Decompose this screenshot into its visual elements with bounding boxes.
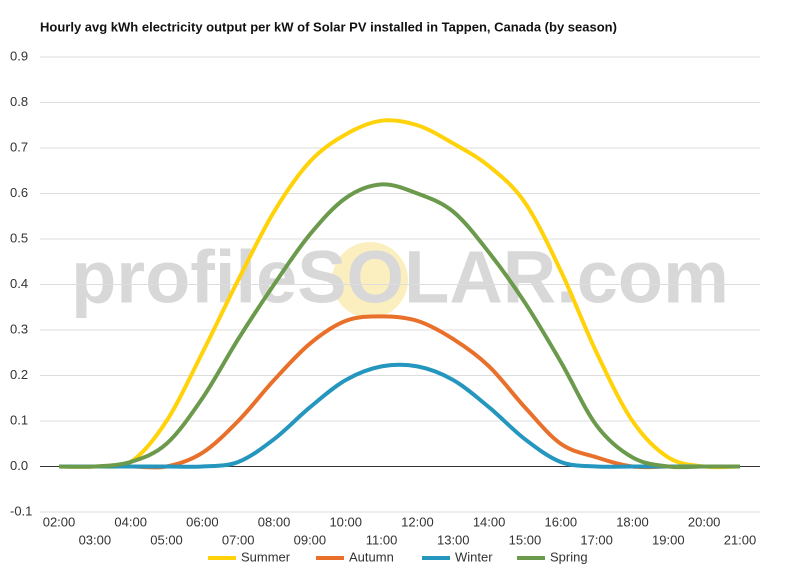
series-line — [59, 362, 740, 469]
legend-label: Summer — [241, 549, 291, 564]
x-tick-label: 13:00 — [437, 532, 470, 547]
x-tick-label: 20:00 — [688, 514, 721, 529]
legend-label: Autumn — [349, 549, 394, 564]
y-tick-label: 0.5 — [10, 230, 28, 245]
y-tick-label: 0.2 — [10, 367, 28, 382]
x-tick-label: 14:00 — [473, 514, 506, 529]
x-tick-label: 04:00 — [114, 514, 147, 529]
x-tick-label: 16:00 — [545, 514, 578, 529]
y-tick-label: 0.1 — [10, 412, 28, 427]
series-line — [58, 118, 741, 470]
x-tick-label: 17:00 — [580, 532, 613, 547]
y-tick-label: 0.0 — [10, 458, 28, 473]
x-tick-label: 02:00 — [43, 514, 76, 529]
legend-label: Spring — [550, 549, 588, 564]
x-tick-label: 21:00 — [724, 532, 757, 547]
x-tick-label: 12:00 — [401, 514, 434, 529]
x-tick-label: 10:00 — [329, 514, 362, 529]
x-tick-label: 03:00 — [79, 532, 112, 547]
x-tick-label: 19:00 — [652, 532, 685, 547]
x-tick-label: 08:00 — [258, 514, 291, 529]
x-tick-label: 06:00 — [186, 514, 219, 529]
x-tick-label: 11:00 — [366, 532, 398, 547]
y-tick-label: 0.3 — [10, 321, 28, 336]
y-tick-label: 0.6 — [10, 185, 28, 200]
x-tick-label: 18:00 — [616, 514, 649, 529]
watermark: profileSOLAR.com — [71, 236, 729, 319]
series-line — [58, 182, 740, 470]
legend-label: Winter — [455, 549, 493, 564]
x-tick-label: 15:00 — [509, 532, 542, 547]
chart-title: Hourly avg kWh electricity output per kW… — [40, 19, 617, 34]
series-line — [59, 314, 740, 470]
y-tick-label: 0.9 — [10, 48, 28, 63]
y-tick-label: -0.1 — [10, 503, 32, 518]
watermark-sun — [332, 242, 408, 318]
y-tick-label: 0.7 — [10, 139, 28, 154]
y-tick-label: 0.4 — [10, 276, 28, 291]
x-tick-label: 05:00 — [150, 532, 183, 547]
x-tick-label: 07:00 — [222, 532, 255, 547]
y-tick-label: 0.8 — [10, 94, 28, 109]
x-tick-label: 09:00 — [294, 532, 327, 547]
